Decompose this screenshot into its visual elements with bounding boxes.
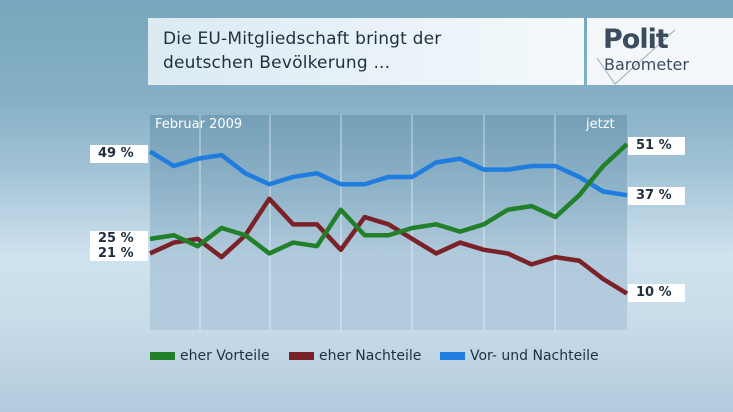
chart-title: Die EU-Mitgliedschaft bringt der deutsch…	[148, 18, 584, 85]
legend-swatch	[150, 352, 175, 360]
logo-word-polit: Polit	[603, 24, 669, 55]
legend-swatch	[289, 352, 314, 360]
legend-label: eher Vorteile	[180, 348, 270, 364]
start-label-eher-vorteile: 25 %	[90, 231, 148, 246]
end-label-eher-nachteile: 10 %	[628, 284, 685, 302]
legend-item-eher-vorteile: eher Vorteile	[150, 348, 270, 364]
logo-word-barometer: Barometer	[604, 55, 689, 74]
start-label-eher-nachteile: 21 %	[90, 246, 148, 261]
end-label-eher-vorteile: 51 %	[628, 137, 685, 155]
start-label-vor-und-nachteile: 49 %	[90, 145, 148, 163]
politbarometer-logo: Polit Barometer	[587, 18, 733, 85]
title-line-1: Die EU-Mitgliedschaft bringt der	[163, 29, 442, 49]
checkmark-icon	[596, 29, 676, 85]
legend-label: Vor- und Nachteile	[470, 348, 599, 364]
legend-swatch	[440, 352, 465, 360]
legend-item-eher-nachteile: eher Nachteile	[289, 348, 421, 364]
legend-item-vor-und-nachteile: Vor- und Nachteile	[440, 348, 599, 364]
end-label-vor-und-nachteile: 37 %	[628, 187, 685, 205]
legend-label: eher Nachteile	[319, 348, 422, 364]
x-start-label: Februar 2009	[155, 117, 243, 132]
x-end-label: jetzt	[586, 117, 615, 132]
title-line-2: deutschen Bevölkerung ...	[163, 53, 391, 73]
